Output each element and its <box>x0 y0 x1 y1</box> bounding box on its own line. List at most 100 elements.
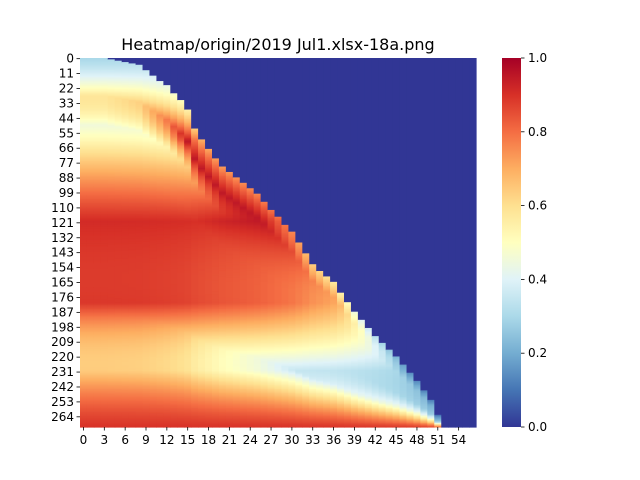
heatmap-cell <box>142 319 151 322</box>
heatmap-cell <box>121 338 130 341</box>
heatmap-cell <box>86 410 95 413</box>
heatmap-cell <box>225 234 234 237</box>
heatmap-cell <box>121 121 130 124</box>
heatmap-cell <box>149 395 158 398</box>
heatmap-cell <box>177 299 185 305</box>
heatmap-cell <box>218 420 227 423</box>
heatmap-cell <box>80 125 88 128</box>
heatmap-cell <box>212 256 220 259</box>
heatmap-cell <box>114 338 123 341</box>
heatmap-cell <box>163 124 171 127</box>
heatmap-cell <box>163 163 171 166</box>
heatmap-cell <box>205 180 213 183</box>
heatmap-cell <box>198 165 206 168</box>
heatmap-cell <box>232 230 241 233</box>
heatmap-cell <box>121 133 130 136</box>
heatmap-cell <box>163 102 171 105</box>
heatmap-cell <box>225 238 234 241</box>
heatmap-cell <box>93 214 102 216</box>
heatmap-cell <box>135 314 144 317</box>
heatmap-cell <box>80 189 88 192</box>
heatmap-cell <box>121 393 130 396</box>
heatmap-cell <box>184 154 192 157</box>
heatmap-cell <box>142 142 151 145</box>
heatmap-cell <box>177 380 185 383</box>
heatmap-cell <box>191 401 199 404</box>
heatmap-cell <box>86 104 95 107</box>
heatmap-cell <box>86 89 95 92</box>
heatmap-cell <box>218 182 227 185</box>
heatmap-cell <box>163 262 171 265</box>
heatmap-cell <box>212 228 220 231</box>
heatmap-cell <box>121 104 130 107</box>
heatmap-cell <box>128 218 137 221</box>
heatmap-cell <box>107 260 116 263</box>
heatmap-cell <box>107 327 116 330</box>
heatmap-cell <box>107 224 116 227</box>
heatmap-cell <box>239 364 248 368</box>
heatmap-cell <box>205 370 213 372</box>
heatmap-cell <box>184 113 192 116</box>
heatmap-cell <box>191 207 199 210</box>
heatmap-cell <box>114 114 123 117</box>
heatmap-cell <box>114 154 123 157</box>
heatmap-cell <box>239 307 248 310</box>
heatmap-cell <box>86 353 95 356</box>
heatmap-cell <box>149 138 158 140</box>
heatmap-cell <box>184 367 192 370</box>
heatmap-cell <box>80 241 88 245</box>
heatmap-cell <box>191 184 199 187</box>
heatmap-cell <box>86 151 95 154</box>
heatmap-cell <box>149 182 158 185</box>
heatmap-cell <box>149 383 158 386</box>
heatmap-cell <box>205 203 213 206</box>
heatmap-cell <box>198 178 206 181</box>
heatmap-cell <box>177 142 185 145</box>
heatmap-cell <box>135 83 144 86</box>
heatmap-cell <box>212 283 220 292</box>
heatmap-cell <box>149 314 158 317</box>
heatmap-cell <box>142 98 151 101</box>
heatmap-cell <box>107 178 116 181</box>
heatmap-cell <box>114 234 123 237</box>
heatmap-cell <box>121 333 130 336</box>
heatmap-cell <box>114 95 123 98</box>
heatmap-cell <box>149 104 158 107</box>
heatmap-cell <box>135 203 144 206</box>
heatmap-cell <box>246 265 255 269</box>
heatmap-cell <box>142 79 151 82</box>
heatmap-cell <box>232 190 241 193</box>
heatmap-cell <box>149 398 158 401</box>
heatmap-cell <box>121 375 130 378</box>
heatmap-cell <box>149 199 158 202</box>
heatmap-cell <box>142 237 151 241</box>
heatmap-cell <box>170 151 178 154</box>
heatmap-cell <box>142 113 151 116</box>
heatmap-cell <box>198 410 206 413</box>
heatmap-cell <box>86 314 95 317</box>
heatmap-cell <box>93 155 102 158</box>
heatmap-cell <box>149 252 158 256</box>
heatmap-cell <box>198 226 206 229</box>
heatmap-cell <box>156 174 164 177</box>
heatmap-cell <box>128 133 137 136</box>
heatmap-cell <box>142 215 151 218</box>
heatmap-cell <box>177 393 185 396</box>
heatmap-cell <box>149 310 158 313</box>
heatmap-cell <box>198 203 206 206</box>
heatmap-cell <box>191 195 199 197</box>
heatmap-cell <box>218 178 227 181</box>
heatmap-cell <box>184 375 192 378</box>
heatmap-cell <box>191 204 199 207</box>
heatmap-cell <box>239 372 248 375</box>
heatmap-cell <box>239 246 248 249</box>
heatmap-cell <box>128 379 137 382</box>
heatmap-cell <box>86 152 95 155</box>
heatmap-cell <box>170 209 178 212</box>
heatmap-cell <box>156 173 164 176</box>
heatmap-cell <box>121 169 130 172</box>
heatmap-cell <box>135 119 144 122</box>
heatmap-cell <box>156 105 164 108</box>
heatmap-cell <box>198 405 206 408</box>
heatmap-cell <box>212 238 220 241</box>
